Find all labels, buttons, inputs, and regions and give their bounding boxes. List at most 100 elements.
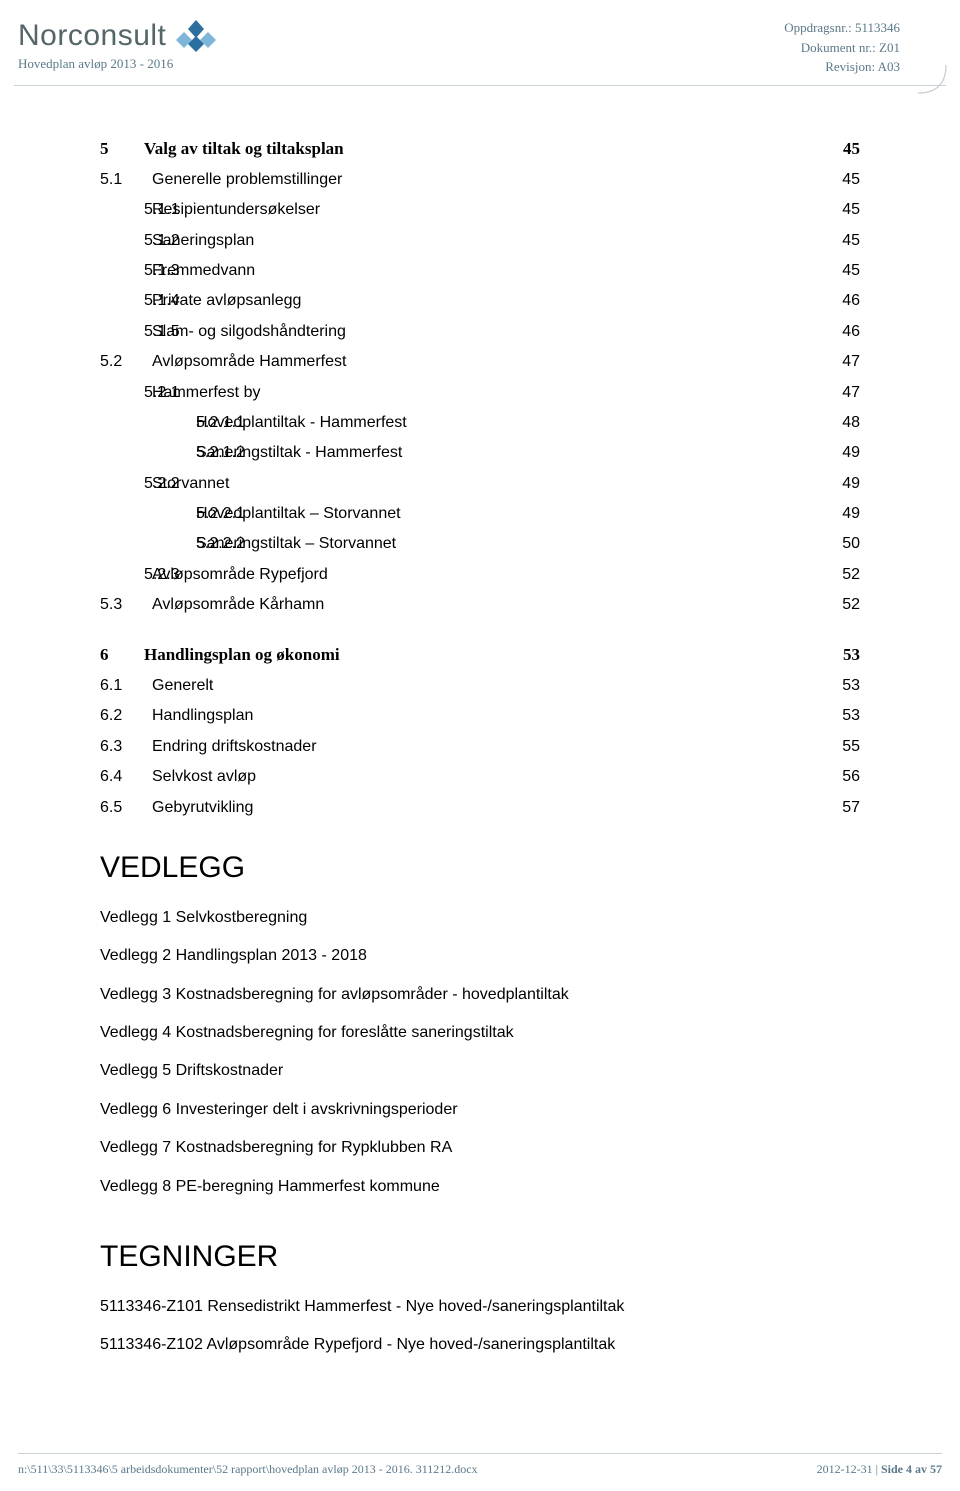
footer-row: n:\511\33\5113346\5 arbeidsdokumenter\52… (18, 1462, 942, 1477)
page: Norconsult Hovedplan avløp 2013 - 2016 O… (0, 0, 960, 1491)
toc-page: 45 (820, 256, 860, 286)
meta-label: Oppdragsnr.: (784, 20, 852, 35)
toc-page: 49 (820, 499, 860, 529)
header-left: Norconsult Hovedplan avløp 2013 - 2016 (18, 18, 218, 72)
toc-title: Fremmedvann (152, 256, 820, 286)
vedlegg-list: Vedlegg 1 SelvkostberegningVedlegg 2 Han… (100, 899, 860, 1206)
toc-entry: 5.1.5Slam- og silgodshåndtering46 (100, 317, 860, 347)
footer-path: n:\511\33\5113346\5 arbeidsdokumenter\52… (18, 1462, 478, 1477)
toc-title: Saneringsplan (152, 226, 820, 256)
logo: Norconsult (18, 18, 218, 54)
toc-num: 5.1.5 (100, 317, 152, 347)
toc-entry: 5.2.1.2Saneringstiltak - Hammerfest49 (100, 438, 860, 468)
toc-title: Private avløpsanlegg (152, 286, 820, 316)
footer-page-info: 2012-12-31 | Side 4 av 57 (817, 1462, 942, 1477)
toc-num: 5.1.3 (100, 256, 152, 286)
header-meta: Oppdragsnr.: 5113346 Dokument nr.: Z01 R… (784, 18, 900, 77)
toc-num: 6.1 (100, 671, 152, 701)
toc-page: 45 (820, 133, 860, 165)
page-footer: n:\511\33\5113346\5 arbeidsdokumenter\52… (0, 1453, 960, 1491)
toc-page: 53 (820, 639, 860, 671)
toc-title: Saneringstiltak - Hammerfest (196, 438, 820, 468)
toc-section-heading: 6Handlingsplan og økonomi53 (100, 639, 860, 671)
vedlegg-item: Vedlegg 3 Kostnadsberegning for avløpsom… (100, 976, 860, 1014)
toc-page: 55 (820, 732, 860, 762)
toc-entry: 5.2.3Avløpsområde Rypefjord52 (100, 560, 860, 590)
toc-num: 6.2 (100, 701, 152, 731)
footer-page: Side 4 av 57 (881, 1462, 942, 1476)
meta-value: Z01 (879, 40, 900, 55)
footer-rule (18, 1453, 942, 1454)
toc-title: Selvkost avløp (152, 762, 820, 792)
toc-num: 5.1.4 (100, 286, 152, 316)
toc-num: 5.1.2 (100, 226, 152, 256)
toc-page: 56 (820, 762, 860, 792)
toc-page: 49 (820, 438, 860, 468)
rule-line (14, 85, 946, 86)
toc-num: 5.2 (100, 347, 152, 377)
toc-num: 6 (100, 639, 144, 671)
toc-page: 49 (820, 469, 860, 499)
toc-page: 48 (820, 408, 860, 438)
toc-page: 53 (820, 671, 860, 701)
vedlegg-item: Vedlegg 5 Driftskostnader (100, 1052, 860, 1090)
toc-num: 6.5 (100, 793, 152, 823)
toc-page: 53 (820, 701, 860, 731)
toc-title: Avløpsområde Hammerfest (152, 347, 820, 377)
toc-num: 5.2.2.1 (100, 499, 196, 529)
toc-entry: 6.4Selvkost avløp56 (100, 762, 860, 792)
toc-num: 5.2.3 (100, 560, 152, 590)
toc-num: 5.2.1.1 (100, 408, 196, 438)
toc-title: Generelt (152, 671, 820, 701)
toc-entry: 5.2.2Storvannet49 (100, 469, 860, 499)
toc-num: 5.2.2 (100, 469, 152, 499)
toc-title: Generelle problemstillinger (152, 165, 820, 195)
meta-revisjon: Revisjon: A03 (784, 57, 900, 77)
toc-entry: 5.1Generelle problemstillinger45 (100, 165, 860, 195)
toc-page: 46 (820, 317, 860, 347)
toc-entry: 6.5Gebyrutvikling57 (100, 793, 860, 823)
footer-date: 2012-12-31 (817, 1462, 873, 1476)
toc-title: Storvannet (152, 469, 820, 499)
toc-title: Handlingsplan (152, 701, 820, 731)
toc-entry: 5.1.2Saneringsplan45 (100, 226, 860, 256)
toc-entry: 5.2.1Hammerfest by47 (100, 378, 860, 408)
toc-title: Slam- og silgodshåndtering (152, 317, 820, 347)
toc-page: 46 (820, 286, 860, 316)
toc-num: 5.1 (100, 165, 152, 195)
toc-num: 5.2.1 (100, 378, 152, 408)
toc-page: 47 (820, 347, 860, 377)
toc-entry: 5.1.3Fremmedvann45 (100, 256, 860, 286)
toc-entry: 5.1.1Resipientundersøkelser45 (100, 195, 860, 225)
toc-page: 47 (820, 378, 860, 408)
vedlegg-item: Vedlegg 1 Selvkostberegning (100, 899, 860, 937)
toc-entry: 6.1Generelt53 (100, 671, 860, 701)
logo-icon (174, 18, 218, 54)
tegninger-heading: TEGNINGER (100, 1240, 860, 1274)
vedlegg-item: Vedlegg 4 Kostnadsberegning for foreslåt… (100, 1014, 860, 1052)
content-area: 5Valg av tiltak og tiltaksplan455.1Gener… (0, 97, 960, 1365)
meta-label: Dokument nr.: (801, 40, 876, 55)
meta-dokument: Dokument nr.: Z01 (784, 38, 900, 58)
page-header: Norconsult Hovedplan avløp 2013 - 2016 O… (0, 0, 960, 83)
table-of-contents: 5Valg av tiltak og tiltaksplan455.1Gener… (100, 133, 860, 823)
toc-page: 52 (820, 590, 860, 620)
toc-entry: 5.2.1.1Hovedplantiltak - Hammerfest48 (100, 408, 860, 438)
toc-section-heading: 5Valg av tiltak og tiltaksplan45 (100, 133, 860, 165)
vedlegg-section: VEDLEGG Vedlegg 1 SelvkostberegningVedle… (100, 851, 860, 1206)
tegninger-section: TEGNINGER 5113346-Z101 Rensedistrikt Ham… (100, 1240, 860, 1365)
toc-page: 50 (820, 529, 860, 559)
toc-title: Saneringstiltak – Storvannet (196, 529, 820, 559)
toc-entry: 5.2Avløpsområde Hammerfest47 (100, 347, 860, 377)
meta-value: A03 (878, 59, 900, 74)
footer-sep: | (873, 1462, 881, 1476)
toc-page: 45 (820, 226, 860, 256)
toc-entry: 5.2.2.2Saneringstiltak – Storvannet50 (100, 529, 860, 559)
toc-entry: 5.3Avløpsområde Kårhamn52 (100, 590, 860, 620)
rule-corner-icon (918, 65, 948, 95)
document-title: Hovedplan avløp 2013 - 2016 (18, 56, 218, 72)
toc-page: 45 (820, 165, 860, 195)
toc-entry: 5.2.2.1Hovedplantiltak – Storvannet49 (100, 499, 860, 529)
toc-title: Valg av tiltak og tiltaksplan (144, 133, 820, 165)
meta-oppdragsnr: Oppdragsnr.: 5113346 (784, 18, 900, 38)
